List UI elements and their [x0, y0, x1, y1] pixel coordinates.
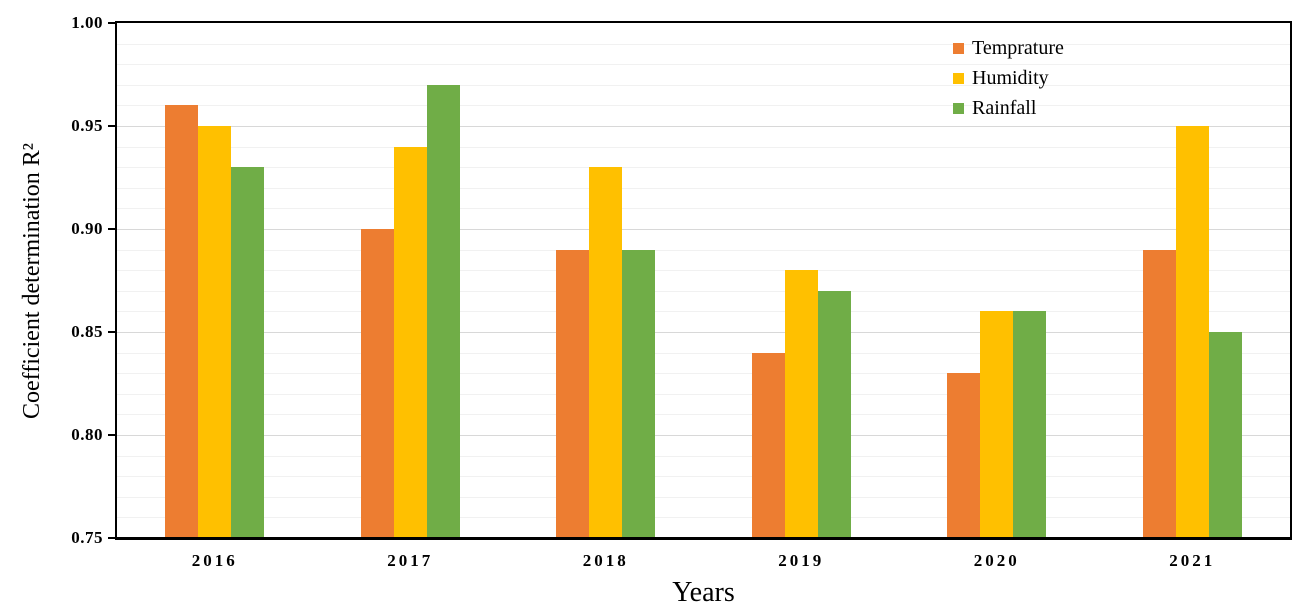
bar-temprature-2016	[165, 105, 199, 538]
y-tick-label: 0.95	[71, 116, 103, 135]
y-tick-mark	[108, 331, 117, 333]
minor-gridline	[117, 393, 1290, 395]
minor-gridline	[117, 208, 1290, 210]
y-tick-mark	[108, 537, 117, 539]
major-gridline	[117, 126, 1290, 127]
legend-item-humidity: Humidity	[953, 63, 1064, 93]
bar-humidity-2017	[393, 146, 427, 538]
major-gridline	[117, 332, 1290, 333]
x-tick-label-2016: 2016	[191, 551, 238, 570]
bar-rainfall-2017	[426, 84, 460, 538]
bar-temprature-2018	[556, 249, 590, 538]
y-tick-label: 0.85	[71, 322, 103, 341]
bar-humidity-2019	[784, 270, 818, 538]
legend-swatch-temprature	[953, 42, 964, 54]
minor-gridline	[117, 249, 1290, 251]
y-tick-label: 0.75	[71, 528, 103, 547]
legend-swatch-rainfall	[953, 102, 964, 114]
bar-humidity-2016	[198, 126, 232, 538]
plot-area	[117, 23, 1290, 538]
y-tick-label: 0.90	[71, 219, 103, 238]
y-tick-mark	[108, 22, 117, 24]
bar-rainfall-2019	[817, 290, 851, 538]
minor-gridline	[117, 373, 1290, 375]
x-tick-label-2021: 2021	[1169, 551, 1216, 570]
major-gridline	[117, 229, 1290, 230]
bar-temprature-2017	[360, 229, 394, 538]
legend-item-temprature: Temprature	[953, 33, 1064, 63]
minor-gridline	[117, 290, 1290, 292]
bar-rainfall-2020	[1013, 311, 1047, 538]
bar-humidity-2021	[1175, 126, 1209, 538]
y-tick-mark	[108, 125, 117, 127]
bar-rainfall-2021	[1208, 332, 1242, 538]
y-tick-label: 1.00	[71, 13, 103, 32]
minor-gridline	[117, 270, 1290, 272]
minor-gridline	[117, 43, 1290, 45]
bar-rainfall-2016	[231, 167, 265, 538]
minor-gridline	[117, 455, 1290, 457]
bar-rainfall-2018	[622, 249, 656, 538]
bar-temprature-2019	[751, 352, 785, 538]
x-tick-label-2019: 2019	[778, 551, 825, 570]
x-tick-label-2020: 2020	[973, 551, 1020, 570]
minor-gridline	[117, 167, 1290, 169]
legend-label: Humidity	[972, 67, 1049, 89]
minor-gridline	[117, 64, 1290, 66]
legend-label: Temprature	[972, 37, 1064, 59]
legend-item-rainfall: Rainfall	[953, 93, 1064, 123]
minor-gridline	[117, 517, 1290, 519]
y-axis-title: Coefficient determination R²	[19, 143, 45, 420]
legend-swatch-humidity	[953, 72, 964, 84]
minor-gridline	[117, 496, 1290, 498]
minor-gridline	[117, 187, 1290, 189]
y-tick-mark	[108, 434, 117, 436]
minor-gridline	[117, 146, 1290, 148]
x-axis-title: Years	[672, 577, 735, 608]
major-gridline	[117, 435, 1290, 436]
minor-gridline	[117, 84, 1290, 86]
minor-gridline	[117, 352, 1290, 354]
bar-temprature-2021	[1142, 249, 1176, 538]
minor-gridline	[117, 476, 1290, 478]
bar-humidity-2018	[589, 167, 623, 538]
minor-gridline	[117, 414, 1290, 416]
x-tick-label-2017: 2017	[387, 551, 434, 570]
y-tick-mark	[108, 228, 117, 230]
y-tick-label: 0.80	[71, 425, 103, 444]
x-tick-label-2018: 2018	[582, 551, 629, 570]
bar-humidity-2020	[980, 311, 1014, 538]
minor-gridline	[117, 105, 1290, 107]
legend-label: Rainfall	[972, 97, 1037, 119]
minor-gridline	[117, 311, 1290, 313]
bar-temprature-2020	[947, 373, 981, 538]
legend: Temprature Humidity Rainfall	[953, 33, 1064, 123]
